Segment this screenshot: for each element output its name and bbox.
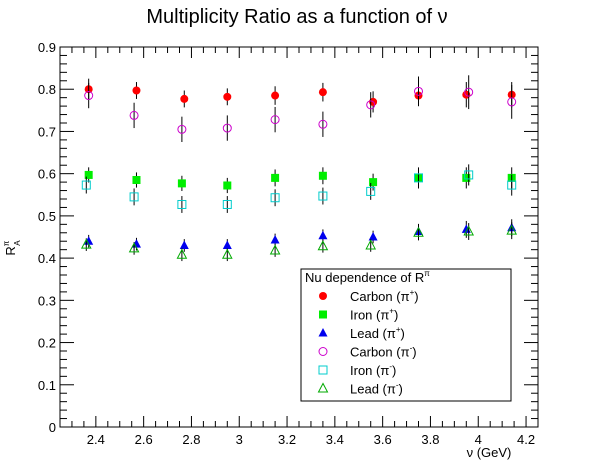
data-point — [222, 240, 232, 249]
data-point — [180, 94, 189, 103]
legend-marker — [318, 365, 328, 375]
y-axis-label-sup: π — [2, 240, 11, 246]
data-point — [413, 226, 424, 237]
x-tick-label: 3.6 — [374, 432, 392, 447]
x-tick-label: 2.6 — [135, 432, 153, 447]
data-point — [414, 173, 423, 183]
x-tick-label: 3.8 — [421, 432, 439, 447]
data-point — [177, 199, 187, 209]
data-point — [507, 180, 517, 190]
data-point — [271, 173, 280, 182]
x-tick-label: 3.2 — [278, 432, 296, 447]
legend-box — [300, 268, 512, 402]
data-point — [177, 124, 187, 134]
series-1 — [84, 167, 516, 194]
series-0 — [84, 78, 516, 113]
y-tick-label: 0.3 — [38, 293, 56, 308]
y-tick-label: 0.5 — [38, 209, 56, 224]
data-point — [464, 170, 474, 180]
y-tick-label: 0.6 — [38, 167, 56, 182]
data-point — [222, 123, 232, 133]
data-point — [176, 248, 188, 259]
data-point — [270, 234, 280, 244]
legend-marker — [319, 292, 327, 300]
data-point — [271, 91, 280, 100]
data-point — [507, 97, 517, 107]
data-point — [369, 178, 378, 187]
legend-title: Nu dependence of Rπ — [305, 269, 430, 285]
data-point — [318, 88, 327, 97]
legend-entry: Carbon (π-) — [350, 344, 417, 360]
data-point — [365, 239, 377, 250]
y-tick-label: 0.1 — [38, 378, 56, 393]
data-point — [463, 225, 475, 236]
data-point — [222, 199, 232, 209]
legend-marker — [318, 328, 328, 337]
data-point — [414, 86, 423, 96]
x-tick-label: 3.4 — [326, 432, 344, 447]
legend-entry: Lead (π-) — [350, 381, 403, 397]
y-tick-label: 0.4 — [38, 251, 56, 266]
data-point — [318, 230, 328, 240]
x-tick-label: 2.4 — [87, 432, 105, 447]
data-point — [132, 86, 141, 95]
data-point — [462, 173, 471, 182]
legend-entry: Iron (π-) — [350, 362, 396, 378]
y-tick-label: 0.8 — [38, 82, 56, 97]
data-point — [223, 92, 232, 101]
data-point — [177, 179, 186, 188]
data-point — [223, 181, 232, 190]
x-tick-label: 2.8 — [182, 432, 200, 447]
data-point — [317, 240, 329, 251]
y-axis-label-main: R — [3, 246, 18, 255]
legend-marker — [317, 382, 329, 393]
data-point — [81, 180, 91, 190]
plot-area: 2.4 2.6 2.8 3 3.2 3.4 3.6 3.8 4 4.2 0 0.1 0.2 0.3 0.4 0… — [38, 40, 539, 447]
y-tick-label: 0.7 — [38, 124, 56, 139]
data-point — [84, 170, 93, 179]
y-tick-label: 0.9 — [38, 40, 56, 55]
series-5 — [80, 222, 518, 262]
data-point — [464, 87, 474, 97]
data-point — [318, 191, 328, 201]
legend-entry: Carbon (π+) — [350, 288, 419, 304]
data-point — [131, 239, 141, 248]
x-axis-label: ν (GeV) — [467, 445, 512, 460]
data-point — [318, 171, 327, 180]
data-point — [128, 242, 140, 253]
data-point — [318, 119, 328, 129]
data-point — [221, 248, 233, 259]
data-point — [368, 232, 378, 241]
series-3 — [84, 75, 517, 142]
data-point — [270, 193, 280, 203]
legend-entry: Lead (π+) — [350, 325, 405, 341]
y-axis-label-sub: A — [13, 240, 22, 246]
data-point — [269, 244, 281, 255]
data-point — [129, 192, 139, 202]
x-tick-label: 4.2 — [517, 432, 535, 447]
data-point — [506, 224, 518, 235]
data-point — [132, 176, 141, 184]
data-point — [129, 110, 139, 120]
legend-marker — [319, 310, 327, 319]
data-point — [366, 100, 376, 110]
data-point — [84, 91, 94, 101]
legend-entry: Iron (π+) — [350, 307, 398, 323]
series-4 — [81, 164, 517, 213]
y-tick-label: 0 — [49, 420, 56, 435]
data-point — [270, 115, 280, 125]
x-tick-label: 3 — [236, 432, 243, 447]
y-axis-label: Rπ A — [2, 240, 22, 256]
series-2 — [84, 219, 517, 252]
legend-marker — [318, 347, 328, 356]
x-tick-label: 4 — [475, 432, 482, 447]
data-point — [179, 240, 189, 249]
y-tick-label: 0.2 — [38, 336, 56, 351]
data-point — [80, 238, 92, 249]
legend: Nu dependence of Rπ Carbon (π+) Iron (π+) L… — [300, 268, 512, 402]
chart-title: Multiplicity Ratio as a function of ν — [146, 6, 447, 28]
data-point — [366, 186, 376, 196]
